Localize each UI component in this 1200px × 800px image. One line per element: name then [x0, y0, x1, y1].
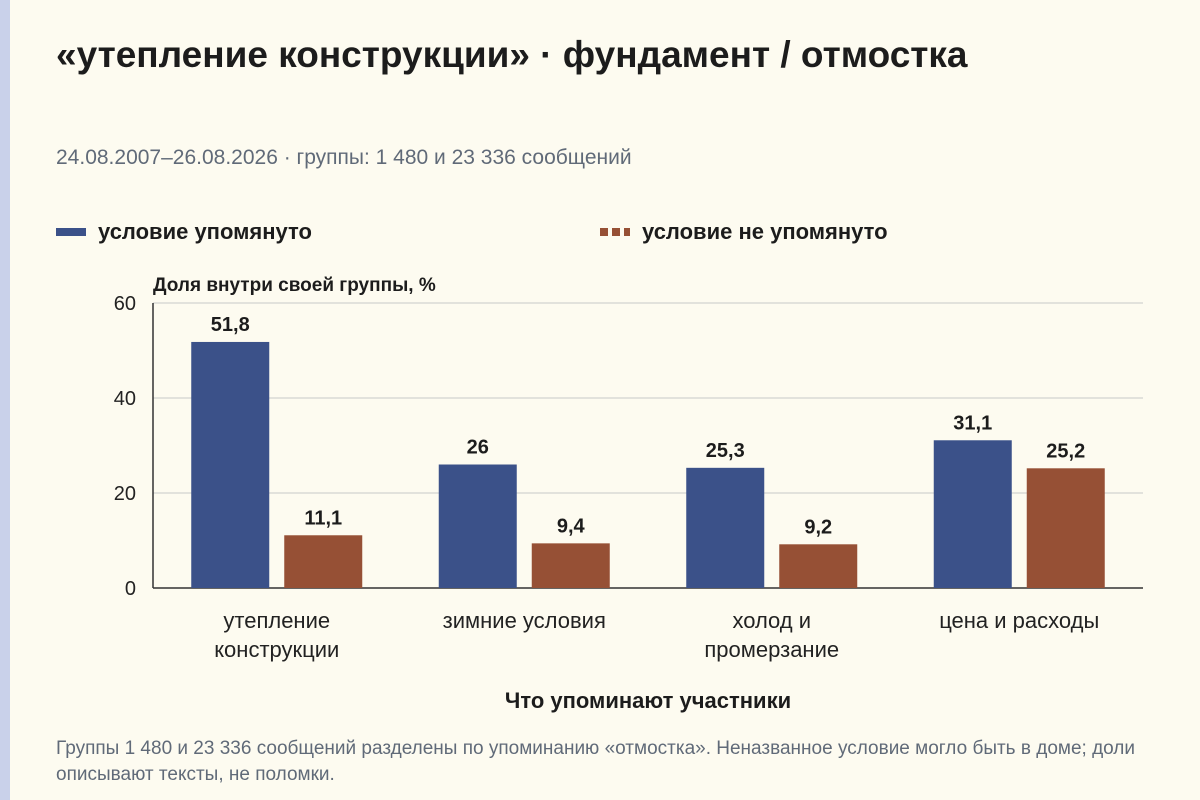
chart-title: «утепление конструкции» · фундамент / от… — [56, 34, 968, 75]
data-label: 31,1 — [953, 412, 992, 434]
bar-mentioned — [686, 467, 765, 588]
data-label: 26 — [467, 437, 489, 459]
chart-subtitle: 24.08.2007–26.08.2026 · группы: 1 480 и … — [56, 146, 632, 169]
left-accent-stripe — [0, 0, 10, 800]
data-label: 9,4 — [557, 515, 586, 537]
data-label: 9,2 — [804, 516, 832, 538]
x-axis-label: Что упоминают участники — [505, 688, 791, 713]
x-tick-label: промерзание — [704, 637, 839, 662]
bar-mentioned — [438, 464, 517, 588]
footnote: Группы 1 480 и 23 336 сообщений разделен… — [56, 738, 1136, 785]
x-tick-label: цена и расходы — [939, 608, 1099, 633]
data-label: 11,1 — [304, 507, 342, 529]
bar-mentioned — [933, 440, 1012, 588]
legend-swatch-not-mentioned — [600, 228, 630, 236]
legend-label-mentioned: условие упомянуто — [98, 219, 312, 244]
x-tick-label: зимние условия — [443, 608, 606, 633]
bar-not-mentioned — [779, 544, 858, 588]
legend-item-not-mentioned: условие не упомянуто — [600, 219, 888, 245]
legend-label-not-mentioned: условие не упомянуто — [642, 219, 888, 244]
bar-not-mentioned — [284, 535, 363, 588]
y-tick-label: 0 — [125, 578, 136, 600]
x-tick-label: утепление — [223, 608, 330, 633]
data-label: 25,2 — [1046, 440, 1085, 462]
bar-not-mentioned — [531, 543, 610, 588]
x-tick-label: конструкции — [214, 637, 339, 662]
x-tick-label: холод и — [732, 608, 811, 633]
bar-not-mentioned — [1026, 468, 1105, 588]
bar-mentioned — [191, 341, 270, 588]
y-tick-label: 60 — [114, 293, 136, 315]
data-label: 51,8 — [211, 314, 250, 336]
legend-item-mentioned: условие упомянуто — [56, 219, 312, 245]
y-axis-label: Доля внутри своей группы, % — [153, 275, 436, 296]
legend-swatch-mentioned — [56, 228, 86, 236]
y-tick-label: 20 — [114, 483, 136, 505]
y-tick-label: 40 — [114, 388, 136, 410]
bar-chart: 0 20 40 60 Доля внутри своей группы, % 51,8 11… — [114, 275, 1143, 713]
data-label: 25,3 — [706, 440, 745, 462]
